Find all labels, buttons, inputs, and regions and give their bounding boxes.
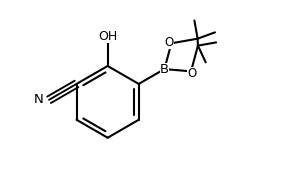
Text: OH: OH: [98, 30, 117, 43]
Text: O: O: [188, 67, 197, 80]
Text: B: B: [160, 62, 169, 76]
Text: N: N: [34, 93, 44, 106]
Text: O: O: [165, 36, 174, 49]
